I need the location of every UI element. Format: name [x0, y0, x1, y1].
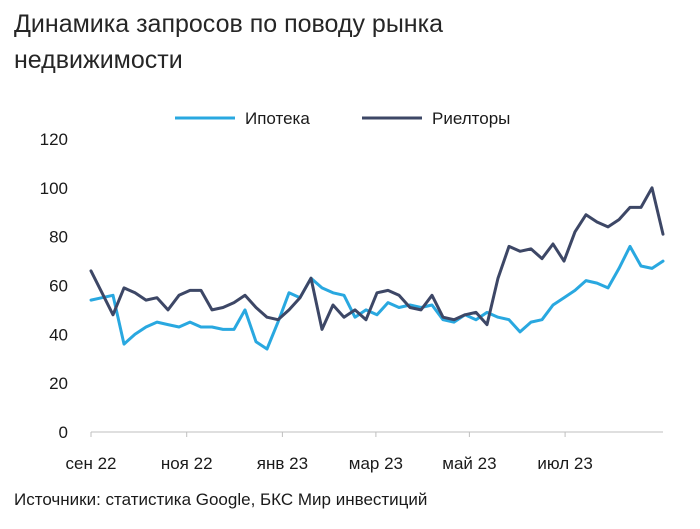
series-line-ipoteka	[89, 244, 665, 351]
chart-legend: Ипотека Риелторы	[175, 109, 510, 128]
y-tick-label: 80	[49, 228, 68, 247]
series-line-rieltory	[89, 186, 665, 331]
legend-label: Риелторы	[432, 109, 510, 128]
y-tick-label: 120	[40, 130, 68, 149]
x-tick-label: июл 23	[537, 454, 592, 473]
y-tick-label: 0	[59, 423, 68, 442]
x-tick-label: янв 23	[257, 454, 308, 473]
y-axis: 0 20 40 60 80 100 120	[40, 130, 68, 442]
x-tick-label: ноя 22	[161, 454, 213, 473]
x-axis: сен 22 ноя 22 янв 23 мар 23 май 23 июл 23	[66, 432, 593, 473]
x-tick-label: мар 23	[349, 454, 403, 473]
y-tick-label: 40	[49, 325, 68, 344]
y-tick-label: 20	[49, 374, 68, 393]
line-chart: Ипотека Риелторы 0 20 40 60 80 100 120 сен 22 но…	[40, 109, 665, 473]
x-tick-label: сен 22	[66, 454, 117, 473]
y-tick-label: 100	[40, 179, 68, 198]
y-tick-label: 60	[49, 277, 68, 296]
x-tick-label: май 23	[442, 454, 496, 473]
chart-source: Источники: статистика Google, БКС Мир ин…	[14, 490, 428, 509]
series-layer	[89, 186, 665, 351]
chart-title: Динамика запросов по поводу рынка недвиж…	[14, 10, 444, 74]
legend-label: Ипотека	[245, 109, 310, 128]
